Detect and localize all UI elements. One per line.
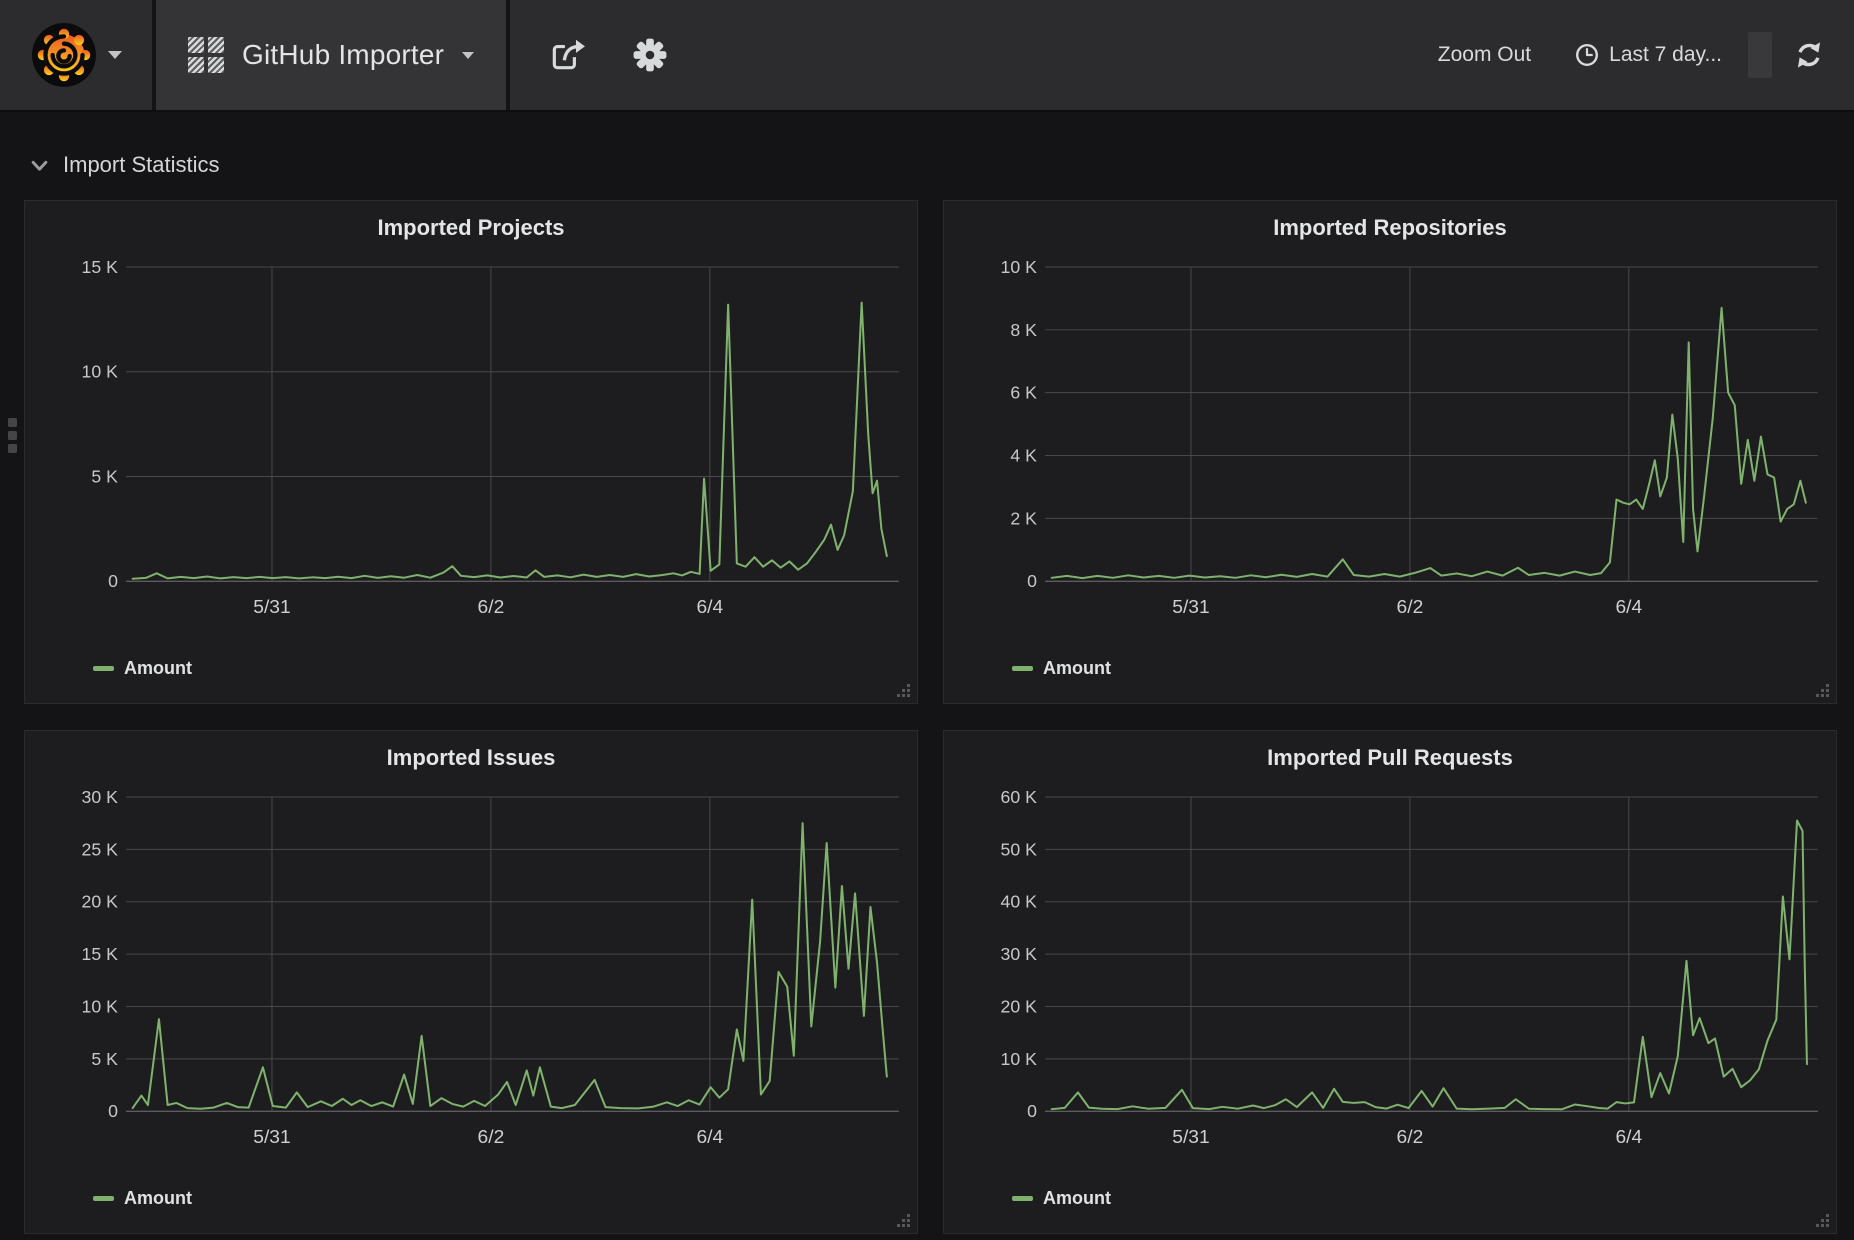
row-drag-handle[interactable]: [8, 418, 17, 453]
svg-text:2 K: 2 K: [1010, 509, 1037, 529]
chevron-down-icon: [31, 160, 48, 171]
row-title: Import Statistics: [63, 152, 220, 177]
timeseries-chart-imported-issues[interactable]: 30 K 25 K 20 K 15 K 10 K 5 K 0 5/31 6/2 6/4: [33, 787, 909, 1165]
svg-text:6/4: 6/4: [1615, 597, 1642, 618]
svg-text:6/4: 6/4: [1615, 1127, 1642, 1148]
legend-item-amount[interactable]: Amount: [93, 1188, 192, 1209]
share-icon: [552, 39, 586, 70]
svg-text:5/31: 5/31: [253, 1127, 290, 1148]
svg-text:10 K: 10 K: [1001, 257, 1038, 277]
svg-text:10 K: 10 K: [1001, 1049, 1038, 1069]
panel-title[interactable]: Imported Repositories: [1273, 215, 1507, 240]
svg-text:0: 0: [108, 571, 118, 591]
svg-text:5/31: 5/31: [1172, 597, 1209, 618]
dashboard-title-dropdown[interactable]: GitHub Importer: [152, 0, 511, 110]
time-range-picker[interactable]: Last 7 day...: [1575, 0, 1722, 110]
svg-text:15 K: 15 K: [82, 944, 119, 964]
dashboard-grid-icon: [188, 37, 224, 73]
navbar-spacer: [668, 0, 1438, 110]
svg-text:5/31: 5/31: [1172, 1127, 1209, 1148]
svg-text:10 K: 10 K: [82, 362, 119, 382]
panel-title[interactable]: Imported Issues: [386, 745, 556, 770]
legend-label: Amount: [1043, 658, 1111, 678]
dashboard-title: GitHub Importer: [242, 39, 445, 70]
panel-imported-repositories: Imported Repositories 10 K 8 K 6 K 4 K 2 K 0 5…: [943, 200, 1837, 704]
dashboard-grid: Imported Projects 15 K 10 K 5 K 0 5/31 6/2 6/4…: [0, 200, 1854, 1234]
svg-text:4 K: 4 K: [1010, 446, 1037, 466]
panel-imported-pull-requests: Imported Pull Requests 60 K 50 K 40 K 30 K 2…: [943, 730, 1837, 1234]
svg-text:30 K: 30 K: [1001, 944, 1038, 964]
panel-resize-handle[interactable]: [1814, 1212, 1831, 1229]
panel-imported-issues: Imported Issues 30 K 25 K 20 K 15 K 10 K 5 K 0…: [24, 730, 918, 1234]
svg-text:5/31: 5/31: [253, 597, 290, 618]
panel-resize-handle[interactable]: [1814, 682, 1831, 699]
legend-item-amount[interactable]: Amount: [1012, 1188, 1111, 1209]
svg-text:6 K: 6 K: [1010, 383, 1037, 403]
row-collapse-toggle[interactable]: Import Statistics: [30, 152, 1854, 178]
panel-imported-projects: Imported Projects 15 K 10 K 5 K 0 5/31 6/2 6/4…: [24, 200, 918, 704]
legend-label: Amount: [124, 658, 192, 678]
time-range-label: Last 7 day...: [1609, 43, 1722, 66]
refresh-icon: [1797, 42, 1821, 68]
svg-text:0: 0: [1027, 1101, 1037, 1121]
svg-text:6/4: 6/4: [696, 597, 723, 618]
svg-text:15 K: 15 K: [82, 257, 119, 277]
navbar: GitHub Importer Zoom Out Last 7: [0, 0, 1854, 112]
zoom-out-button[interactable]: Zoom Out: [1437, 43, 1532, 66]
svg-text:6/2: 6/2: [1397, 1127, 1424, 1148]
legend-color-dash: [1012, 666, 1033, 671]
refresh-button[interactable]: [1794, 0, 1824, 110]
svg-text:50 K: 50 K: [1001, 839, 1038, 859]
svg-text:5 K: 5 K: [91, 1049, 118, 1069]
svg-text:6/2: 6/2: [478, 597, 505, 618]
svg-text:8 K: 8 K: [1010, 320, 1037, 340]
timeseries-chart-imported-projects[interactable]: 15 K 10 K 5 K 0 5/31 6/2 6/4: [33, 257, 909, 635]
svg-text:40 K: 40 K: [1001, 892, 1038, 912]
svg-text:20 K: 20 K: [82, 892, 119, 912]
svg-text:6/2: 6/2: [478, 1127, 505, 1148]
legend-label: Amount: [1043, 1188, 1111, 1208]
legend-color-dash: [1012, 1196, 1033, 1201]
settings-button[interactable]: [632, 0, 668, 110]
svg-text:30 K: 30 K: [82, 787, 119, 807]
gear-icon: [633, 38, 667, 72]
svg-text:25 K: 25 K: [82, 839, 119, 859]
timeseries-chart-imported-repositories[interactable]: 10 K 8 K 6 K 4 K 2 K 0 5/31 6/2 6/4: [952, 257, 1828, 635]
chevron-down-icon: [107, 51, 122, 59]
timeseries-chart-imported-pull-requests[interactable]: 60 K 50 K 40 K 30 K 20 K 10 K 0 5/31 6/2 6/4: [952, 787, 1828, 1165]
clock-icon: [1576, 44, 1599, 66]
chevron-down-icon: [462, 51, 475, 59]
grafana-menu-button[interactable]: [0, 0, 152, 110]
legend-label: Amount: [124, 1188, 192, 1208]
svg-text:6/2: 6/2: [1397, 597, 1424, 618]
svg-text:6/4: 6/4: [696, 1127, 723, 1148]
grafana-logo: [31, 23, 96, 87]
share-button[interactable]: [548, 0, 586, 110]
svg-text:20 K: 20 K: [1001, 997, 1038, 1017]
panel-title[interactable]: Imported Projects: [377, 215, 565, 240]
panel-resize-handle[interactable]: [895, 682, 912, 699]
panel-title[interactable]: Imported Pull Requests: [1267, 745, 1513, 770]
legend-item-amount[interactable]: Amount: [93, 658, 192, 679]
svg-text:5 K: 5 K: [91, 467, 118, 487]
panel-resize-handle[interactable]: [895, 1212, 912, 1229]
svg-text:60 K: 60 K: [1001, 787, 1038, 807]
time-picker-divider: [1748, 32, 1772, 78]
legend-item-amount[interactable]: Amount: [1012, 658, 1111, 679]
legend-color-dash: [93, 1196, 114, 1201]
legend-color-dash: [93, 666, 114, 671]
svg-text:10 K: 10 K: [82, 997, 119, 1017]
svg-text:0: 0: [1027, 571, 1037, 591]
svg-text:0: 0: [108, 1101, 118, 1121]
